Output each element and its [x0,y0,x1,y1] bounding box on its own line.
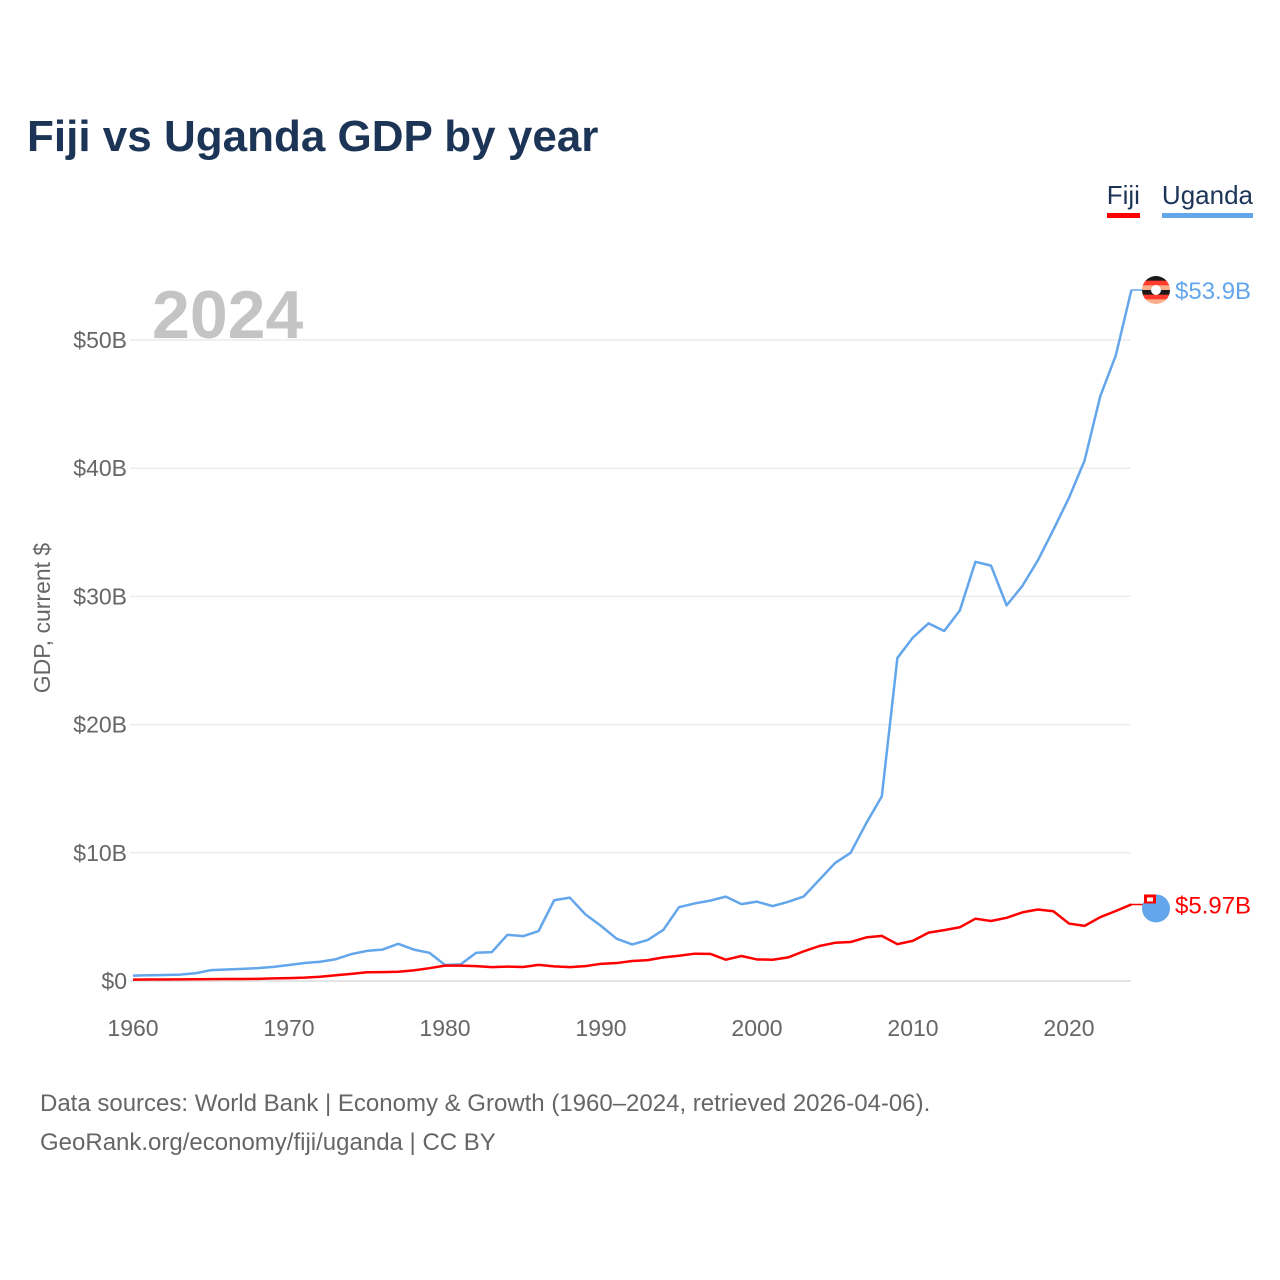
y-tick-label: $40B [73,455,127,481]
flag-stripe [1142,276,1170,282]
legend-item-uganda[interactable]: Uganda [1161,180,1253,218]
legend: Fiji Uganda [1106,180,1253,218]
x-tick-label: 1960 [107,1015,158,1041]
chart-title: Fiji vs Uganda GDP by year [27,112,599,161]
fiji-flag-icon [1142,894,1170,923]
x-tick-label: 1980 [419,1015,470,1041]
y-tick-label: $0 [101,968,127,994]
end-value-label-fiji: $5.97B [1175,892,1251,919]
flag-emblem [1151,285,1161,296]
x-tick-label: 2000 [731,1015,782,1041]
y-tick-label: $10B [73,840,127,866]
series-line-fiji [132,903,1132,981]
uganda-flag-icon [1142,276,1170,305]
x-tick-label: 1990 [575,1015,626,1041]
flag-stripe [1142,299,1170,305]
x-tick-label: 1970 [263,1015,314,1041]
x-tick-label: 2020 [1043,1015,1094,1041]
y-tick-label: $20B [73,712,127,738]
end-value-label-uganda: $53.9B [1175,278,1251,305]
legend-item-fiji[interactable]: Fiji [1106,180,1140,218]
year-label: 2024 [152,277,303,353]
footer: Data sources: World Bank | Economy & Gro… [40,1084,930,1162]
y-tick-label: $50B [73,327,127,353]
series-line-uganda [132,289,1133,977]
x-tick-label: 2010 [887,1015,938,1041]
flag-stripe [1142,294,1170,300]
flag-stripe [1142,280,1170,286]
y-axis-label: GDP, current $ [29,543,55,694]
y-tick-label: $30B [73,583,127,609]
data-sources: Data sources: World Bank | Economy & Gro… [40,1090,931,1117]
source-link[interactable]: GeoRank.org/economy/fiji/uganda | CC BY [40,1129,496,1156]
flag-cross [1147,897,1153,902]
